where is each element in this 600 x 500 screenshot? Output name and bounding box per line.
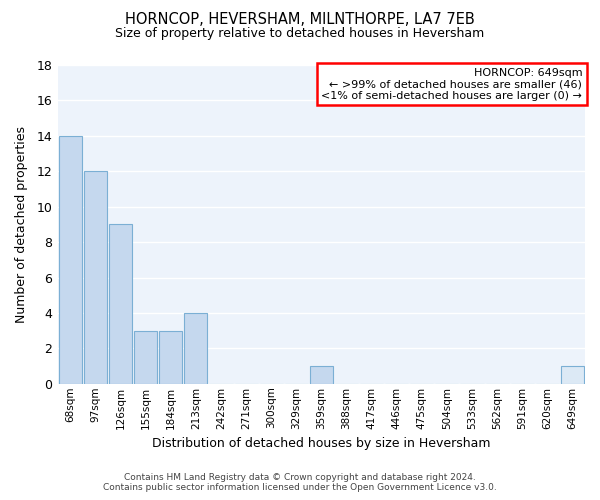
Bar bbox=[59, 136, 82, 384]
Bar bbox=[159, 330, 182, 384]
Bar bbox=[134, 330, 157, 384]
Text: HORNCOP, HEVERSHAM, MILNTHORPE, LA7 7EB: HORNCOP, HEVERSHAM, MILNTHORPE, LA7 7EB bbox=[125, 12, 475, 28]
X-axis label: Distribution of detached houses by size in Heversham: Distribution of detached houses by size … bbox=[152, 437, 491, 450]
Text: Contains HM Land Registry data © Crown copyright and database right 2024.
Contai: Contains HM Land Registry data © Crown c… bbox=[103, 473, 497, 492]
Y-axis label: Number of detached properties: Number of detached properties bbox=[15, 126, 28, 323]
Text: HORNCOP: 649sqm
← >99% of detached houses are smaller (46)
<1% of semi-detached : HORNCOP: 649sqm ← >99% of detached house… bbox=[322, 68, 582, 101]
Bar bbox=[561, 366, 584, 384]
Bar bbox=[109, 224, 132, 384]
Bar bbox=[310, 366, 333, 384]
Bar bbox=[184, 313, 208, 384]
Bar bbox=[84, 172, 107, 384]
Text: Size of property relative to detached houses in Heversham: Size of property relative to detached ho… bbox=[115, 28, 485, 40]
